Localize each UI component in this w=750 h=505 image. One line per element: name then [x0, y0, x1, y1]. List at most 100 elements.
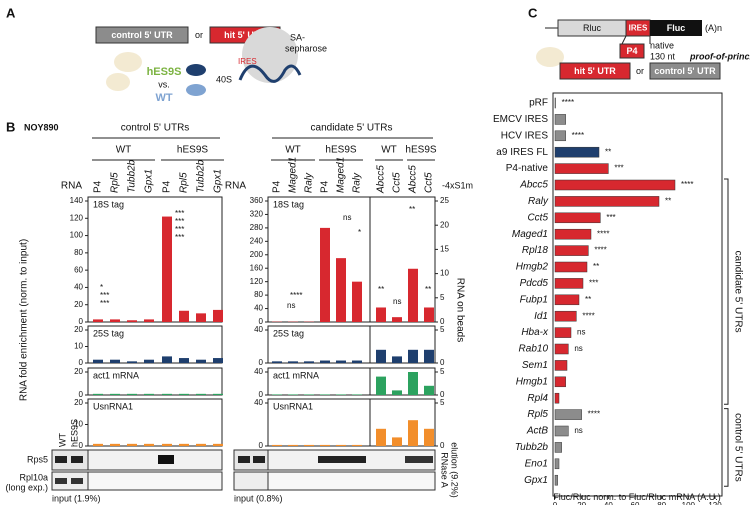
significance: ***	[100, 291, 109, 300]
column-label: Abcc5	[408, 165, 419, 194]
bar	[376, 349, 386, 363]
category-label: EMCV IRES	[493, 114, 548, 125]
band	[238, 456, 250, 463]
row-frame	[267, 196, 436, 323]
control-box	[649, 62, 721, 80]
bar	[93, 359, 103, 363]
bar	[162, 216, 172, 322]
bar	[554, 278, 584, 289]
category-label: Eno1	[525, 458, 548, 469]
column-label: Rpl5	[179, 172, 190, 193]
category-label: a9 IRES FL	[496, 147, 548, 158]
category-label: P4-native	[506, 163, 549, 174]
y-tick-label: 0	[79, 390, 84, 399]
y2-tick-label: 0	[440, 441, 445, 450]
hit-text: hit 5' UTR	[224, 30, 266, 40]
bar	[376, 428, 386, 446]
significance: ***	[614, 164, 623, 173]
column-label: Tubb2b	[127, 159, 138, 193]
bar	[554, 310, 577, 322]
blot	[87, 471, 223, 491]
rna: RNA	[225, 181, 246, 192]
y-title: RNA fold enrichment (norm. to input)	[19, 239, 30, 401]
band	[253, 456, 265, 463]
bar	[554, 425, 569, 437]
bar	[554, 179, 676, 191]
significance: **	[605, 147, 611, 156]
mrna	[238, 64, 302, 83]
header: candidate 5' UTRs	[311, 123, 393, 134]
bracket	[724, 408, 729, 487]
bar	[127, 393, 137, 395]
bar	[213, 309, 223, 322]
y-tick-label: 280	[250, 223, 264, 232]
bar	[93, 393, 103, 395]
input-label: input (0.8%)	[234, 493, 283, 503]
bar	[554, 294, 580, 306]
blot	[233, 471, 269, 491]
row-label: 25S tag	[273, 328, 304, 338]
y-tick-label: 10	[74, 420, 83, 429]
bar	[554, 196, 660, 207]
bar	[424, 428, 434, 446]
bar	[392, 437, 402, 446]
bar	[554, 343, 569, 355]
row-frame	[87, 196, 223, 323]
column-label: Raly	[304, 172, 315, 193]
band	[318, 456, 366, 463]
bar	[127, 443, 137, 446]
y-tick-label: 160	[250, 263, 264, 272]
bar	[144, 393, 154, 395]
ribosome	[186, 84, 206, 96]
x-tick-label: 20	[577, 501, 586, 505]
rluc: Rluc	[583, 23, 602, 33]
bar	[196, 359, 206, 363]
blot	[87, 449, 223, 471]
row-frame	[87, 325, 223, 364]
band	[55, 478, 67, 484]
bar	[554, 130, 566, 142]
column-label: Maged1	[288, 157, 299, 193]
y2-tick-label: 15	[440, 245, 449, 254]
significance: ****	[594, 246, 606, 255]
bar	[352, 394, 362, 395]
bar	[320, 444, 330, 446]
control: control 5' UTR	[654, 66, 716, 76]
y2-tick-label: 5	[440, 367, 445, 376]
bar	[408, 349, 418, 363]
y2-title: RNA on beads	[454, 278, 465, 343]
category-label: Rab10	[519, 344, 549, 355]
column-label: Gpx1	[213, 169, 224, 193]
category-label: HCV IRES	[501, 130, 549, 141]
blot-label: Rpl10a	[19, 472, 48, 482]
bead-text: sepharose	[285, 43, 327, 53]
group-label: WT	[381, 145, 397, 156]
bar	[554, 261, 588, 273]
bar	[336, 360, 346, 363]
header: control 5' UTRs	[121, 123, 190, 134]
significance: **	[585, 295, 591, 304]
category-label: Raly	[528, 196, 549, 207]
category-label: Hmgb2	[516, 262, 549, 273]
category-label: Pdcd5	[520, 278, 549, 289]
y2-tick-label: 0	[440, 358, 445, 367]
bar	[408, 372, 418, 395]
significance: ***	[175, 233, 184, 242]
bar	[110, 359, 120, 363]
bar	[288, 361, 298, 363]
y-tick-label: 40	[254, 304, 263, 313]
y2-tick-label: 5	[440, 398, 445, 407]
bar	[93, 443, 103, 446]
column-label: P4	[162, 180, 173, 193]
bar	[554, 458, 560, 470]
bar	[213, 443, 223, 446]
bar	[179, 310, 189, 322]
p4: P4	[626, 46, 637, 56]
column-label: Abcc5	[376, 165, 387, 194]
column-label: Gpx1	[144, 169, 155, 193]
column-label: Cct5	[392, 172, 403, 193]
y-tick-label: 0	[259, 317, 264, 326]
bar	[376, 307, 386, 322]
significance: ***	[175, 209, 184, 218]
bar	[424, 385, 434, 395]
